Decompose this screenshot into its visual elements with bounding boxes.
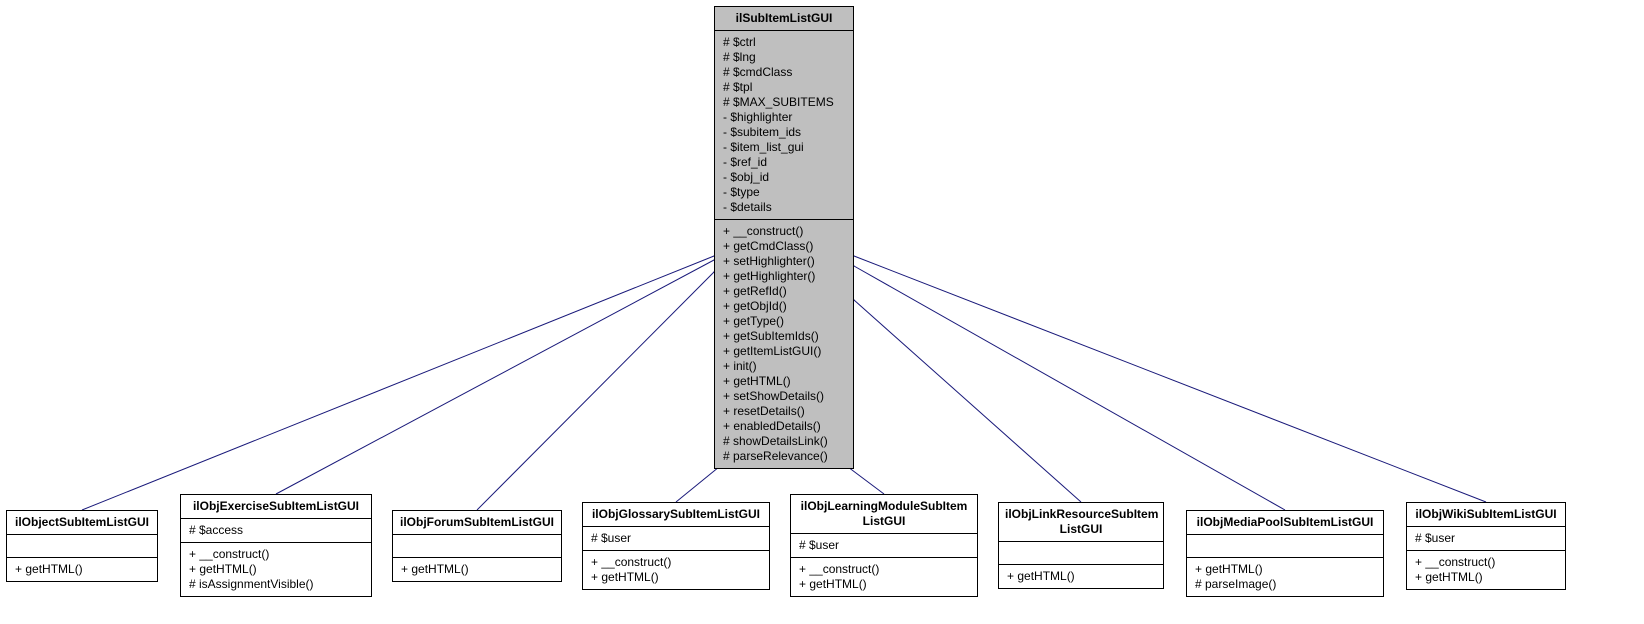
attribute: - $ref_id bbox=[723, 155, 845, 170]
inheritance-edge bbox=[82, 256, 714, 510]
operation: + getHTML() bbox=[1415, 570, 1557, 585]
operations-section: + getHTML()# parseImage() bbox=[1187, 558, 1383, 596]
operations-section: + __construct()+ getCmdClass()+ setHighl… bbox=[715, 220, 853, 468]
class-diagram: ilSubItemListGUI# $ctrl# $lng# $cmdClass… bbox=[0, 0, 1644, 624]
class-ilObjectSubItemListGUI[interactable]: ilObjectSubItemListGUI + getHTML() bbox=[6, 510, 158, 582]
operation: + getCmdClass() bbox=[723, 239, 845, 254]
operation: + resetDetails() bbox=[723, 404, 845, 419]
operation: + init() bbox=[723, 359, 845, 374]
attribute: # $cmdClass bbox=[723, 65, 845, 80]
class-ilObjGlossarySubItemListGUI[interactable]: ilObjGlossarySubItemListGUI # $user + __co… bbox=[582, 502, 770, 590]
attributes-section bbox=[393, 535, 561, 558]
operation: + getHTML() bbox=[1195, 562, 1375, 577]
operations-section: + __construct()+ getHTML()# isAssignment… bbox=[181, 543, 371, 596]
operation: + getHTML() bbox=[15, 562, 149, 577]
inheritance-edge bbox=[477, 272, 714, 510]
class-title: ilObjWikiSubItemListGUI bbox=[1407, 503, 1565, 527]
class-title: ilObjLearningModuleSubItem ListGUI bbox=[791, 495, 977, 534]
class-ilObjMediaPoolSubItemListGUI[interactable]: ilObjMediaPoolSubItemListGUI + getHTML()#… bbox=[1186, 510, 1384, 597]
attribute: # $user bbox=[591, 531, 761, 546]
operation: + getType() bbox=[723, 314, 845, 329]
operations-section: + __construct()+ getHTML() bbox=[791, 558, 977, 596]
class-title: ilObjForumSubItemListGUI bbox=[393, 511, 561, 535]
attributes-section bbox=[1187, 535, 1383, 558]
class-title: ilObjMediaPoolSubItemListGUI bbox=[1187, 511, 1383, 535]
class-title: ilObjectSubItemListGUI bbox=[7, 511, 157, 535]
operation: + __construct() bbox=[723, 224, 845, 239]
attribute: # $lng bbox=[723, 50, 845, 65]
attribute: # $ctrl bbox=[723, 35, 845, 50]
attribute: # $user bbox=[1415, 531, 1557, 546]
inheritance-edge bbox=[854, 266, 1285, 510]
operation: + getHTML() bbox=[723, 374, 845, 389]
operation: + getHTML() bbox=[799, 577, 969, 592]
operation: + getHTML() bbox=[401, 562, 553, 577]
attributes-section bbox=[999, 542, 1163, 565]
inheritance-edge bbox=[854, 256, 1486, 502]
operation: + getObjId() bbox=[723, 299, 845, 314]
operation: + getItemListGUI() bbox=[723, 344, 845, 359]
operation: + getHTML() bbox=[1007, 569, 1155, 584]
operations-section: + getHTML() bbox=[393, 558, 561, 581]
attribute: - $item_list_gui bbox=[723, 140, 845, 155]
class-ilObjForumSubItemListGUI[interactable]: ilObjForumSubItemListGUI + getHTML() bbox=[392, 510, 562, 582]
attributes-section: # $user bbox=[1407, 527, 1565, 551]
class-ilObjExerciseSubItemListGUI[interactable]: ilObjExerciseSubItemListGUI # $access + __… bbox=[180, 494, 372, 597]
operation: + __construct() bbox=[591, 555, 761, 570]
class-ilObjLinkResourceSubItemListGUI[interactable]: ilObjLinkResourceSubItem ListGUI + getHTM… bbox=[998, 502, 1164, 589]
operation: + getSubItemIds() bbox=[723, 329, 845, 344]
attribute: - $obj_id bbox=[723, 170, 845, 185]
class-ilObjWikiSubItemListGUI[interactable]: ilObjWikiSubItemListGUI # $user + __constr… bbox=[1406, 502, 1566, 590]
operations-section: + getHTML() bbox=[7, 558, 157, 581]
operation: + __construct() bbox=[1415, 555, 1557, 570]
attribute: - $details bbox=[723, 200, 845, 215]
inheritance-edge bbox=[854, 300, 1081, 502]
operation: + enabledDetails() bbox=[723, 419, 845, 434]
class-title: ilObjLinkResourceSubItem ListGUI bbox=[999, 503, 1163, 542]
class-ilSubItemListGUI[interactable]: ilSubItemListGUI# $ctrl# $lng# $cmdClass… bbox=[714, 6, 854, 469]
operation: # parseRelevance() bbox=[723, 449, 845, 464]
operation: # isAssignmentVisible() bbox=[189, 577, 363, 592]
operations-section: + __construct()+ getHTML() bbox=[1407, 551, 1565, 589]
operation: + getRefId() bbox=[723, 284, 845, 299]
class-ilObjLearningModuleSubItemListGUI[interactable]: ilObjLearningModuleSubItem ListGUI # $use… bbox=[790, 494, 978, 597]
attributes-section: # $ctrl# $lng# $cmdClass# $tpl# $MAX_SUB… bbox=[715, 31, 853, 220]
attributes-section: # $access bbox=[181, 519, 371, 543]
attributes-section: # $user bbox=[583, 527, 769, 551]
attributes-section: # $user bbox=[791, 534, 977, 558]
attributes-section bbox=[7, 535, 157, 558]
operation: + __construct() bbox=[189, 547, 363, 562]
attribute: - $type bbox=[723, 185, 845, 200]
class-title: ilObjExerciseSubItemListGUI bbox=[181, 495, 371, 519]
operation: + __construct() bbox=[799, 562, 969, 577]
operations-section: + getHTML() bbox=[999, 565, 1163, 588]
attribute: # $access bbox=[189, 523, 363, 538]
inheritance-edge bbox=[276, 260, 714, 494]
operation: + getHTML() bbox=[591, 570, 761, 585]
operations-section: + __construct()+ getHTML() bbox=[583, 551, 769, 589]
attribute: # $user bbox=[799, 538, 969, 553]
class-title: ilSubItemListGUI bbox=[715, 7, 853, 31]
attribute: - $subitem_ids bbox=[723, 125, 845, 140]
class-title: ilObjGlossarySubItemListGUI bbox=[583, 503, 769, 527]
operation: + setHighlighter() bbox=[723, 254, 845, 269]
operation: # parseImage() bbox=[1195, 577, 1375, 592]
operation: + getHTML() bbox=[189, 562, 363, 577]
operation: + getHighlighter() bbox=[723, 269, 845, 284]
attribute: - $highlighter bbox=[723, 110, 845, 125]
operation: + setShowDetails() bbox=[723, 389, 845, 404]
attribute: # $MAX_SUBITEMS bbox=[723, 95, 845, 110]
attribute: # $tpl bbox=[723, 80, 845, 95]
operation: # showDetailsLink() bbox=[723, 434, 845, 449]
